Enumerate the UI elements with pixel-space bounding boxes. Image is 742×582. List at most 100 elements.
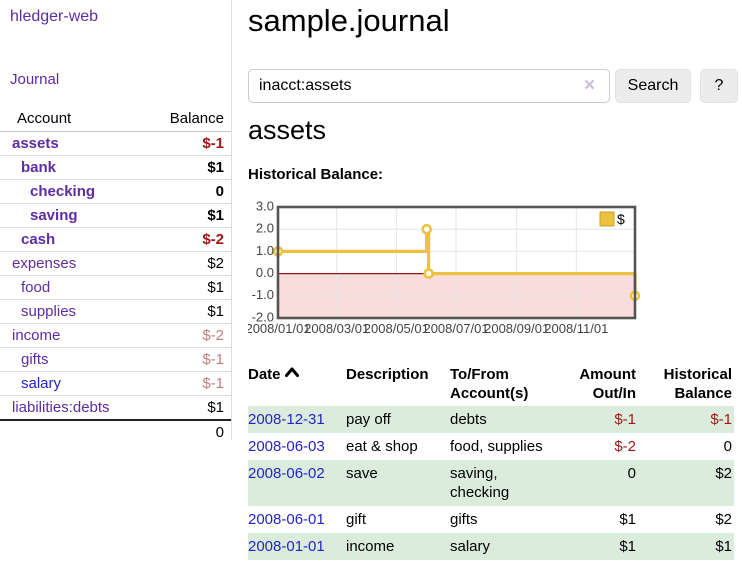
x-axis-tick-label: 2008/07/01 [423,321,488,336]
account-link[interactable]: income [12,327,61,344]
transaction-row[interactable]: 2008-06-02 save saving, checking 0 $2 [248,460,734,506]
account-cell: cash [0,227,149,252]
transaction-date-cell: 2008-12-31 [248,406,346,433]
account-row: checking 0 [0,179,231,204]
transaction-balance-cell: 0 [723,438,732,455]
accounts-total-spacer [0,419,149,444]
account-row: salary $-1 [0,371,231,396]
register-column-header[interactable]: Amount Out/In [579,366,636,402]
register-column-header[interactable]: To/From Account(s) [450,366,529,402]
account-balance: $-2 [148,323,231,348]
account-link[interactable]: assets [12,135,59,152]
transaction-description-cell: gift [346,511,367,528]
account-balance: $2 [148,251,231,276]
accounts-table-header: Account Balance [0,106,231,132]
main-content: sample.journal × Search ? assets Histori… [245,0,742,582]
transaction-row[interactable]: 2008-06-01 gift gifts $1 $2 [248,506,734,533]
transaction-accounts-cell: gifts [450,511,478,528]
account-link[interactable]: checking [30,183,96,200]
account-cell: food [0,275,149,300]
account-row: bank $1 [0,155,231,180]
chart-canvas: $3.0 2.0 1.0 0.0 -1.0 -2.02008/01/012008/03/0… [245,198,641,336]
account-link[interactable]: bank [21,159,57,176]
transaction-date-link[interactable]: 2008-12-31 [248,411,325,428]
historical-balance-chart: $3.0 2.0 1.0 0.0 -1.0 -2.0 2008/01/01 2008/03/0… [245,198,742,341]
transaction-date-link[interactable]: 2008-06-02 [248,465,325,482]
register-table-header: Date Description To/From Account(s) Amount … [248,362,734,406]
sort-ascending-icon [284,367,299,377]
account-link[interactable]: supplies [21,303,77,320]
account-balance: $1 [148,275,231,300]
account-link[interactable]: saving [30,207,78,224]
transaction-balance-cell: $2 [715,465,732,482]
search-button[interactable]: Search [615,69,691,103]
account-row: saving $1 [0,203,231,228]
transaction-amount-cell: 0 [627,465,636,482]
transaction-balance-cell: $1 [715,538,732,555]
account-row: income $-2 [0,323,231,348]
x-axis-tick-label: 2008/01/01 [248,321,311,336]
account-cell: expenses [0,251,149,276]
y-axis-tick-label: 3.0 [256,199,274,213]
account-balance: $-1 [148,347,231,372]
page-title: sample.journal [248,3,450,38]
account-link[interactable]: expenses [12,255,77,272]
transaction-row[interactable]: 2008-01-01 income salary $1 $1 [248,533,734,560]
transaction-row[interactable]: 2008-12-31 pay off debts $-1 $-1 [248,406,734,433]
transaction-description-cell: save [346,465,378,482]
transaction-accounts-cell: food, supplies [450,438,543,455]
app-title-link[interactable]: hledger-web [10,8,99,25]
account-link[interactable]: gifts [21,351,49,368]
account-cell: bank [0,155,149,180]
transaction-amount-cell: $-1 [614,411,636,428]
y-axis-tick-label: -1.0 [252,287,274,302]
account-balance: $1 [148,203,231,228]
transaction-accounts-cell: salary [450,538,491,555]
sidebar-item-journal[interactable]: Journal [10,71,60,88]
account-cell: liabilities:debts [0,395,149,420]
account-cell: saving [0,203,149,228]
legend-swatch [599,211,615,227]
y-axis-tick-label: 0.0 [256,265,274,280]
account-balance: $1 [148,299,231,324]
account-cell: supplies [0,299,149,324]
transaction-amount-cell: $1 [619,511,636,528]
account-balance: $-1 [202,135,224,152]
transaction-date-cell: 2008-06-03 [248,433,346,460]
account-balance: $-1 [148,371,231,396]
x-axis-tick-label: 2008/03/01 [304,321,369,336]
clear-search-icon[interactable]: × [584,75,596,96]
register-column-header[interactable]: Date [248,362,346,406]
account-row: expenses $2 [0,251,231,276]
transaction-description-cell: income [346,538,395,555]
account-balance: $-2 [148,227,231,252]
account-row: liabilities:debts $1 [0,395,231,420]
search-input[interactable] [248,69,610,103]
transaction-date-cell: 2008-06-01 [248,506,346,533]
data-point [421,223,432,235]
chart-title: Historical Balance: [248,166,384,183]
account-link[interactable]: liabilities:debts [12,399,110,416]
help-button[interactable]: ? [700,69,738,103]
account-link[interactable]: cash [21,231,56,248]
account-column-header: Account [0,106,149,132]
transaction-date-link[interactable]: 2008-01-01 [248,538,325,555]
register-column-header[interactable]: Description [346,366,429,383]
account-cell: checking [0,179,149,204]
transaction-date-link[interactable]: 2008-06-01 [248,511,325,528]
account-row: food $1 [0,275,231,300]
transaction-date-cell: 2008-01-01 [248,533,346,560]
data-point [423,268,434,279]
register-column-header[interactable]: Historical Balance [663,366,732,402]
account-link[interactable]: salary [21,375,62,392]
transaction-date-cell: 2008-06-02 [248,460,346,506]
account-cell: assets [0,132,148,156]
accounts-table: Account Balance assets $-1 bank $1 checking 0… [0,106,231,444]
x-axis-tick-label: 2008/05/01 [364,321,429,336]
accounts-total-row: 0 [0,419,231,444]
transaction-row[interactable]: 2008-06-03 eat & shop food, supplies $-2 0 [248,433,734,460]
account-link[interactable]: food [21,279,51,296]
transaction-description-cell: eat & shop [346,438,418,455]
register-table: Date Description To/From Account(s) Amount … [248,362,734,560]
transaction-date-link[interactable]: 2008-06-03 [248,438,325,455]
